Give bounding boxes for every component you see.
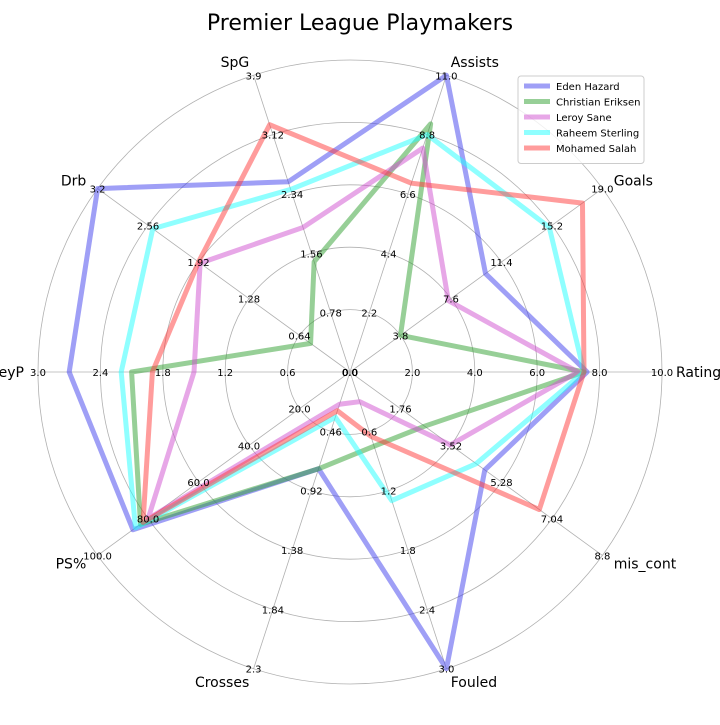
tick-label-PS%-2: 40.0	[238, 441, 260, 452]
tick-label-Goals-5: 19.0	[591, 185, 613, 196]
series-line-christian-eriksen	[129, 121, 587, 527]
axis-label-Crosses: Crosses	[195, 675, 249, 691]
tick-label-SpG-4: 3.12	[262, 131, 284, 142]
tick-label-Fouled-1: 0.6	[361, 427, 377, 438]
tick-label-KeyP-0: 0.0	[342, 368, 358, 379]
axis-label-Goals: Goals	[614, 173, 653, 189]
tick-label-Rating-4: 8.0	[592, 368, 608, 379]
tick-label-Rating-3: 6.0	[529, 368, 545, 379]
axis-label-KeyP: KeyP	[0, 365, 24, 381]
tick-label-Goals-4: 15.2	[541, 221, 563, 232]
tick-label-Assists-5: 11.0	[435, 71, 457, 82]
tick-label-Drb-2: 1.28	[238, 295, 260, 306]
tick-label-KeyP-4: 2.4	[92, 368, 108, 379]
tick-label-Assists-2: 4.4	[381, 249, 397, 260]
tick-label-SpG-2: 1.56	[300, 249, 322, 260]
tick-labels: 0.0 2.0 4.0 6.0 8.0 10.00.03.87.611.415.219.0…	[30, 71, 673, 675]
series-line-eden-hazard	[66, 72, 590, 672]
legend-label-raheem-sterling: Raheem Sterling	[556, 129, 639, 140]
tick-label-mis_cont-0: 0.0	[342, 368, 358, 379]
tick-label-Goals-1: 3.8	[393, 331, 409, 342]
tick-label-Crosses-3: 1.38	[281, 546, 303, 557]
tick-label-SpG-3: 2.34	[281, 190, 303, 201]
axis-label-Assists: Assists	[451, 55, 499, 71]
tick-label-PS%-1: 20.0	[288, 405, 310, 416]
tick-label-Crosses-2: 0.92	[300, 487, 322, 498]
tick-label-Fouled-3: 1.8	[400, 546, 416, 557]
tick-label-Rating-5: 10.0	[651, 368, 673, 379]
tick-label-Assists-0: 0.0	[342, 368, 358, 379]
tick-label-PS%-3: 60.0	[187, 478, 209, 489]
tick-label-KeyP-2: 1.2	[217, 368, 233, 379]
tick-label-Assists-4: 8.8	[419, 131, 435, 142]
legend-label-leroy-sane: Leroy Sane	[556, 113, 612, 124]
tick-label-Crosses-0: 0.0	[342, 368, 358, 379]
legend-label-mohamed-salah: Mohamed Salah	[556, 144, 636, 155]
tick-label-Rating-2: 4.0	[467, 368, 483, 379]
tick-label-PS%-5: 100.0	[83, 551, 112, 562]
tick-label-SpG-5: 3.9	[246, 71, 262, 82]
tick-label-KeyP-3: 1.8	[155, 368, 171, 379]
legend-frame	[517, 75, 645, 164]
series-line-mohamed-salah	[140, 122, 587, 525]
tick-label-mis_cont-1: 1.76	[389, 405, 411, 416]
tick-label-Fouled-5: 3.0	[438, 665, 454, 676]
tick-label-Crosses-4: 1.84	[262, 605, 284, 616]
tick-label-mis_cont-4: 7.04	[541, 515, 563, 526]
tick-label-Assists-3: 6.6	[400, 190, 416, 201]
tick-label-Fouled-2: 1.2	[381, 487, 397, 498]
tick-label-SpG-0: 0.0	[342, 368, 358, 379]
tick-label-Goals-2: 7.6	[443, 295, 459, 306]
tick-label-Goals-0: 0.0	[342, 368, 358, 379]
axis-label-PS%: PS%	[56, 557, 87, 573]
tick-label-Drb-1: 0.64	[288, 331, 310, 342]
tick-label-KeyP-5: 3.0	[30, 368, 46, 379]
tick-label-Fouled-4: 2.4	[419, 605, 435, 616]
tick-label-PS%-4: 80.0	[137, 515, 159, 526]
tick-label-Rating-1: 2.0	[404, 368, 420, 379]
tick-label-Drb-5: 3.2	[90, 185, 106, 196]
tick-label-PS%-0: 0.0	[342, 368, 358, 379]
tick-label-SpG-1: 0.78	[320, 309, 342, 320]
series-line-raheem-sterling	[118, 132, 587, 531]
tick-label-Goals-3: 11.4	[490, 258, 512, 269]
tick-label-mis_cont-3: 5.28	[490, 478, 512, 489]
spoke-SpG	[253, 75, 351, 373]
axis-label-SpG: SpG	[221, 55, 250, 71]
axis-label-Drb: Drb	[61, 173, 87, 189]
chart-title: Premier League Playmakers	[207, 11, 513, 36]
axis-label-Rating: Rating	[676, 365, 720, 381]
axis-label-mis_cont: mis_cont	[614, 557, 677, 573]
tick-label-KeyP-1: 0.6	[280, 368, 296, 379]
spoke-Crosses	[253, 371, 351, 669]
tick-label-Drb-0: 0.0	[342, 368, 358, 379]
axis-labels: Rating Goals Assists SpG Drb KeyP PS% Crosses Fo…	[0, 55, 720, 691]
axis-label-Fouled: Fouled	[451, 675, 497, 691]
legend: Eden Hazard Christian Eriksen Leroy Sane Ra…	[517, 75, 645, 164]
spoke-Assists	[349, 75, 447, 373]
spoke-Fouled	[349, 371, 447, 669]
spoke-Goals	[349, 188, 603, 373]
tick-label-Drb-4: 2.56	[137, 221, 159, 232]
tick-label-mis_cont-5: 8.8	[594, 551, 610, 562]
tick-label-Crosses-1: 0.46	[320, 427, 342, 438]
tick-label-Assists-1: 2.2	[361, 309, 377, 320]
legend-label-christian-eriksen: Christian Eriksen	[556, 98, 640, 109]
legend-label-eden-hazard: Eden Hazard	[556, 82, 620, 93]
tick-label-Crosses-5: 2.3	[246, 665, 262, 676]
series-layer	[66, 72, 590, 672]
tick-label-mis_cont-2: 3.52	[440, 441, 462, 452]
series-line-leroy-sane	[145, 145, 581, 522]
tick-label-Drb-3: 1.92	[187, 258, 209, 269]
tick-label-Rating-0: 0.0	[342, 368, 358, 379]
tick-label-Fouled-0: 0.0	[342, 368, 358, 379]
